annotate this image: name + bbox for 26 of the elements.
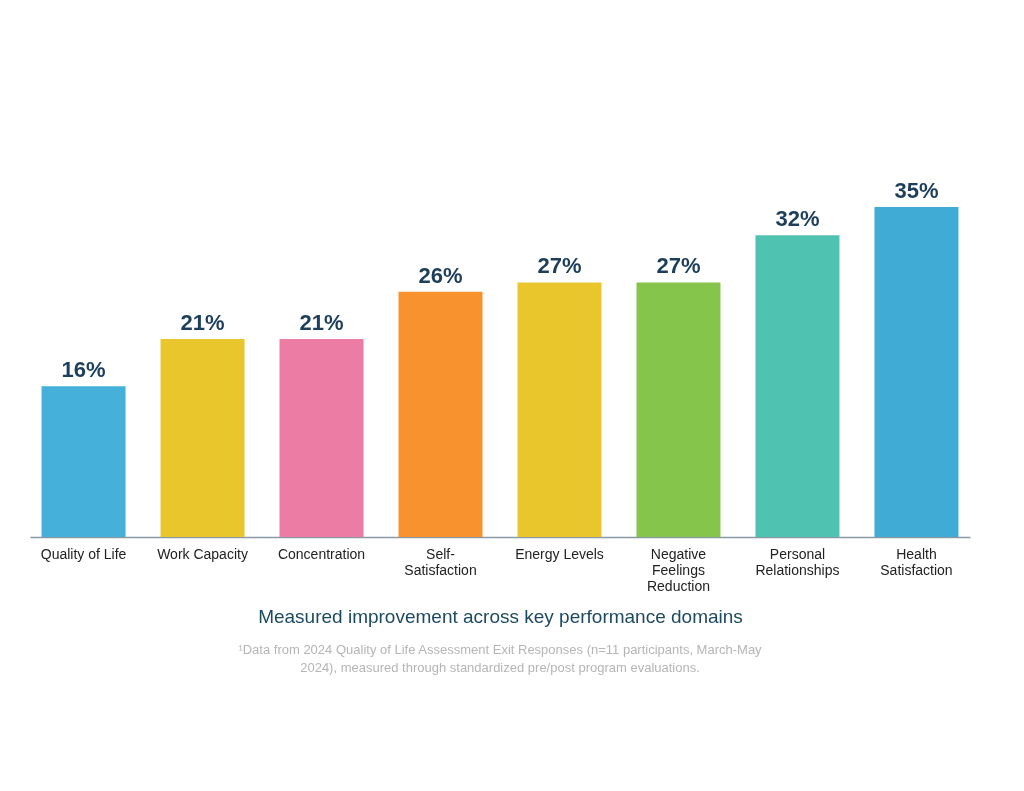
bar [398,291,483,537]
x-tick-label: Self-Satisfaction [404,545,477,578]
x-tick-label: Quality of Life [40,545,127,562]
data-label: 21% [299,310,344,335]
bar [517,282,602,537]
x-tick-label: Energy Levels [515,545,604,562]
x-tick-label: Negative Feelings Reduction [646,545,710,594]
bar [160,339,245,537]
data-label: 26% [418,262,463,288]
data-label: 27% [537,253,582,279]
bar [874,207,959,537]
bar [279,339,364,537]
data-label: 35% [894,178,939,203]
data-label: 27% [656,253,701,279]
bar [636,282,721,537]
x-tick-label: Work Capacity [157,545,248,562]
x-tick-label: Personal Relationships [755,545,840,578]
bar [755,235,840,537]
x-axis-title: Measured improvement across key performance domains [258,605,743,627]
data-label: 32% [775,206,820,232]
data-label: 21% [180,310,225,335]
x-tick-label: Health Satisfaction [880,545,953,578]
x-tick-label: Concentration [277,545,366,562]
text: ¹Data from 2024 Quality of Life Assessment Exit Responses (n=11 participants, March-May 2024), measured through standardized pre/post program evaluations. [238,642,763,675]
data-label: 16% [61,357,106,383]
bar [41,386,126,537]
